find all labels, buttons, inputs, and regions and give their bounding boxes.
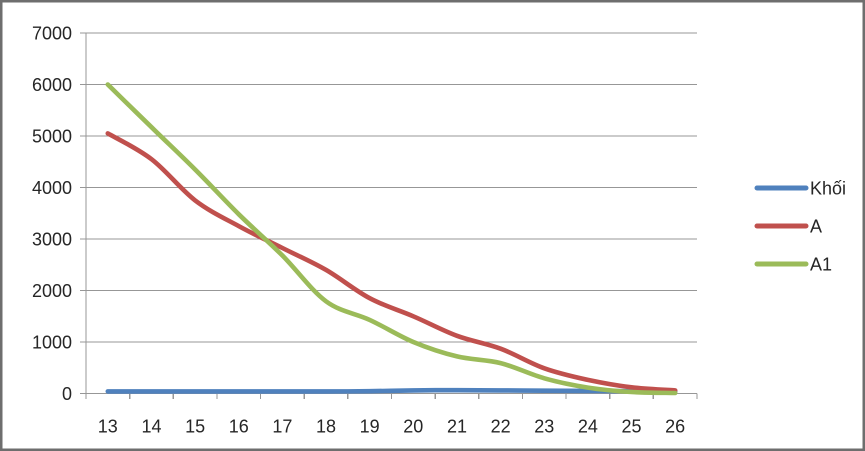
y-axis-label-1000: 1000 xyxy=(32,333,72,353)
x-axis-label-14: 14 xyxy=(141,417,161,437)
x-axis-label-15: 15 xyxy=(185,417,205,437)
y-axis-label-0: 0 xyxy=(62,384,72,404)
x-axis-label-23: 23 xyxy=(534,417,554,437)
x-axis-label-16: 16 xyxy=(229,417,249,437)
y-axis-label-6000: 6000 xyxy=(32,75,72,95)
legend-label-a: A xyxy=(810,217,822,237)
y-axis-label-3000: 3000 xyxy=(32,230,72,250)
x-axis-label-24: 24 xyxy=(578,417,598,437)
x-axis-label-21: 21 xyxy=(447,417,467,437)
x-axis-label-25: 25 xyxy=(622,417,642,437)
x-axis-label-26: 26 xyxy=(665,417,685,437)
x-axis-label-17: 17 xyxy=(272,417,292,437)
x-axis-label-18: 18 xyxy=(316,417,336,437)
legend-item-a: A xyxy=(754,217,822,237)
legend-label-khối: Khối xyxy=(810,179,846,199)
x-axis-label-20: 20 xyxy=(403,417,423,437)
series-line-a1 xyxy=(105,82,678,396)
x-axis-label-22: 22 xyxy=(491,417,511,437)
x-axis-label-19: 19 xyxy=(360,417,380,437)
legend: Khối A A1 xyxy=(754,179,846,275)
series-line-a xyxy=(105,131,678,393)
y-axis-label-5000: 5000 xyxy=(32,127,72,147)
x-axis-label-13: 13 xyxy=(98,417,118,437)
series-line-khối xyxy=(105,387,678,394)
y-axis-label-2000: 2000 xyxy=(32,281,72,301)
legend-item-khối: Khối xyxy=(754,179,846,199)
legend-label-a1: A1 xyxy=(810,255,832,275)
y-axis-label-7000: 7000 xyxy=(32,24,72,44)
y-axis-label-4000: 4000 xyxy=(32,178,72,198)
legend-item-a1: A1 xyxy=(754,255,832,275)
